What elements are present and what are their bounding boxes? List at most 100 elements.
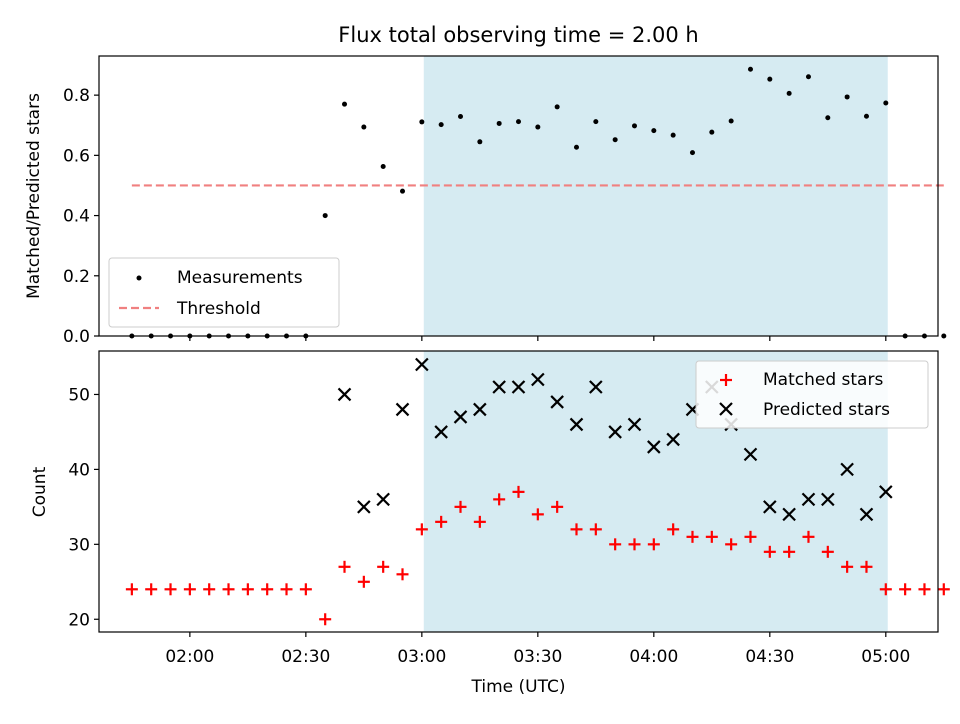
- matched-point: [686, 530, 699, 543]
- bottom-y-axis-label: Count: [30, 466, 50, 517]
- x-axis-label: Time (UTC): [471, 677, 566, 697]
- matched-point: [125, 583, 138, 596]
- measurement-point: [593, 119, 599, 125]
- predicted-point: [743, 447, 758, 462]
- measurement-point: [786, 90, 792, 96]
- legend-threshold-label: Threshold: [176, 299, 261, 319]
- measurement-point: [651, 128, 657, 134]
- x-tick-label: 04:30: [745, 647, 794, 667]
- top-legend: Measurements Threshold: [108, 257, 340, 328]
- measurement-point: [554, 104, 560, 110]
- matched-point: [531, 508, 544, 521]
- x-tick-label: 04:00: [629, 647, 678, 667]
- predicted-point: [550, 395, 564, 409]
- matched-point: [763, 545, 776, 558]
- matched-point: [783, 545, 796, 558]
- x-tick-label: 03:00: [397, 647, 446, 667]
- top-axes-frame: [98, 55, 939, 337]
- measurement-point: [709, 129, 715, 135]
- y-tick-label: 40: [68, 460, 90, 480]
- measurement-point: [516, 119, 521, 125]
- matched-point: [203, 583, 216, 596]
- measurement-point: [438, 122, 444, 128]
- predicted-point: [337, 387, 352, 402]
- matched-point: [705, 530, 718, 543]
- x-tick-label: 05:00: [861, 647, 910, 667]
- measurement-point: [477, 139, 483, 145]
- measurement-point: [458, 114, 464, 120]
- matched-point: [183, 583, 196, 596]
- matched-point: [821, 545, 834, 558]
- predicted-point: [666, 432, 680, 447]
- legend-predicted-marker: [719, 402, 733, 416]
- matched-point: [937, 583, 950, 596]
- bottom-legend: Matched stars Predicted stars: [695, 360, 929, 429]
- predicted-point: [821, 492, 835, 507]
- measurement-point: [631, 123, 637, 129]
- matched-point: [628, 538, 641, 551]
- measurement-point: [941, 333, 947, 339]
- matched-point: [241, 583, 254, 596]
- y-tick-label: 20: [68, 610, 90, 630]
- matched-point: [435, 515, 448, 528]
- matched-point: [589, 523, 602, 536]
- matched-point: [454, 500, 467, 513]
- matched-point: [512, 485, 525, 498]
- measurement-point: [883, 100, 889, 106]
- matched-point: [609, 538, 622, 551]
- x-tick-label: 03:30: [513, 647, 562, 667]
- matched-point: [647, 538, 660, 551]
- measurement-point: [747, 66, 753, 72]
- matched-point: [377, 560, 390, 573]
- y-tick-label: 0.6: [63, 146, 90, 166]
- y-tick-label: 0.8: [63, 86, 90, 106]
- measurement-point: [805, 74, 811, 80]
- matched-point: [396, 568, 409, 581]
- predicted-point: [376, 492, 390, 507]
- top-shaded-region: [423, 56, 888, 336]
- predicted-point: [782, 507, 796, 522]
- legend-matched-label: Matched stars: [763, 370, 883, 390]
- measurement-point: [573, 144, 579, 150]
- measurement-point: [670, 132, 676, 138]
- matched-point: [222, 583, 235, 596]
- measurement-point: [825, 115, 831, 121]
- measurement-point: [496, 120, 502, 126]
- predicted-point: [531, 372, 545, 387]
- predicted-point: [357, 500, 371, 514]
- predicted-point: [859, 507, 874, 522]
- predicted-point: [434, 425, 448, 439]
- measurement-point: [400, 188, 406, 194]
- measurement-point: [728, 118, 734, 124]
- matched-point: [744, 530, 757, 543]
- measurement-point: [863, 113, 869, 119]
- top-y-axis-label: Matched/Predicted stars: [24, 93, 44, 299]
- predicted-point: [473, 402, 487, 417]
- matched-point: [299, 583, 312, 596]
- y-tick-label: 30: [68, 535, 90, 555]
- legend-measurements-label: Measurements: [177, 268, 303, 288]
- measurement-point: [844, 94, 850, 100]
- y-tick-label: 0.0: [63, 327, 90, 347]
- matched-point: [841, 560, 854, 573]
- legend-measurements-marker: [136, 275, 142, 281]
- matched-point: [357, 575, 370, 588]
- matched-point: [164, 583, 177, 596]
- predicted-point: [879, 485, 893, 499]
- matched-point: [918, 583, 931, 596]
- predicted-point: [589, 380, 603, 394]
- matched-point: [473, 515, 486, 528]
- matched-point: [802, 530, 815, 543]
- predicted-point: [492, 380, 506, 394]
- matched-point: [860, 560, 873, 573]
- matched-point: [319, 613, 332, 626]
- measurement-point: [342, 101, 348, 107]
- chart-title: Flux total observing time = 2.00 h: [338, 23, 698, 47]
- predicted-point: [627, 417, 642, 432]
- predicted-point: [608, 425, 622, 439]
- predicted-point: [840, 462, 854, 477]
- top-panel: 0.00.20.40.60.8 Matched/Predicted stars …: [24, 55, 947, 347]
- y-tick-label: 0.2: [63, 267, 90, 287]
- measurement-point: [689, 150, 695, 156]
- measurement-point: [380, 163, 386, 169]
